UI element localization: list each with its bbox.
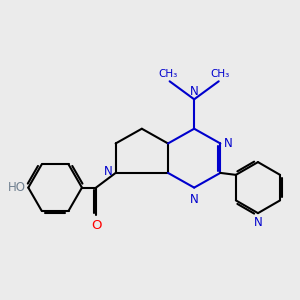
Text: CH₃: CH₃ <box>211 69 230 79</box>
Text: CH₃: CH₃ <box>158 69 178 79</box>
Text: N: N <box>254 216 263 230</box>
Text: O: O <box>91 219 101 232</box>
Text: N: N <box>190 193 199 206</box>
Text: N: N <box>224 137 233 150</box>
Text: N: N <box>104 165 113 178</box>
Text: N: N <box>190 85 199 98</box>
Text: HO: HO <box>8 181 26 194</box>
